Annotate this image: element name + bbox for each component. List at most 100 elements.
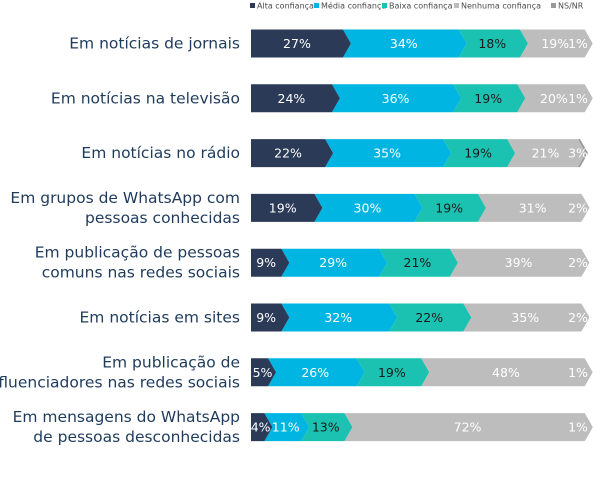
bar-segment: [577, 139, 588, 168]
bar-segment: [389, 303, 472, 332]
bar-segment: [379, 248, 458, 277]
bar-segment: [251, 413, 273, 442]
bar-segment: [463, 303, 590, 332]
data-label: 36%: [382, 91, 410, 106]
data-label: 32%: [324, 310, 352, 325]
bar-segment: [519, 29, 593, 58]
bar-segment: [251, 84, 340, 113]
data-label: 27%: [283, 36, 311, 51]
data-label: 18%: [478, 36, 506, 51]
data-label: 11%: [272, 420, 300, 435]
category-label: Em notícias de jornais: [69, 35, 240, 53]
bar-row: Em notícias de jornais 27% 34% 18% 19%1%: [69, 29, 593, 58]
bar-segment: [453, 84, 526, 113]
legend-label: Baixa confiança: [389, 2, 453, 11]
data-label: 2%: [568, 255, 588, 270]
legend-label: NS/NR: [558, 2, 584, 11]
category-label: pessoas conhecidas: [85, 209, 240, 227]
bar-segment: [314, 193, 423, 222]
data-label: 1%: [568, 420, 588, 435]
bar-row: Em notícias em sites 9% 32% 22% 35% 2%: [80, 303, 590, 332]
legend-swatch: [314, 3, 319, 8]
bar-segment: [251, 248, 290, 277]
data-label: 35%: [373, 146, 401, 161]
data-label: 19%: [474, 91, 502, 106]
data-label: 2%: [568, 310, 588, 325]
data-label: 1%: [568, 36, 588, 51]
data-label: 20%: [540, 91, 568, 106]
data-label: 72%: [454, 420, 482, 435]
bar-segment: [356, 358, 430, 387]
category-label: influenciadores nas redes sociais: [0, 373, 240, 391]
bar-row: Em publicação de pessoas comuns nas redes…: [35, 244, 590, 282]
legend-swatch: [551, 3, 556, 8]
bar-segment: [342, 29, 467, 58]
bar-segment: [251, 193, 323, 222]
bar-segment: [449, 248, 590, 277]
category-label: Em publicação de: [102, 353, 240, 371]
data-label: 30%: [354, 200, 382, 215]
bar-segment: [301, 413, 353, 442]
bar-segment: [443, 139, 516, 168]
bar-segment: [251, 29, 351, 58]
legend-label: Nenhuma confiança: [461, 2, 541, 11]
data-label: 48%: [492, 365, 520, 380]
category-label: Em notícias em sites: [80, 309, 240, 327]
legend-label: Média confiança: [321, 1, 386, 11]
data-label: 9%: [256, 310, 276, 325]
data-label: 2%: [568, 200, 588, 215]
bar-segment: [344, 413, 593, 442]
bar-segment: [251, 139, 334, 168]
data-label: 19%: [464, 146, 492, 161]
legend-swatch: [382, 3, 387, 8]
bar-row: Em mensagens do WhatsApp de pessoas desco…: [13, 408, 593, 446]
data-label: 21%: [404, 255, 432, 270]
data-label: 19%: [435, 200, 463, 215]
data-label: 13%: [312, 420, 340, 435]
bar-row: Em grupos de WhatsApp com pessoas conheci…: [10, 189, 590, 227]
data-label: 39%: [505, 255, 533, 270]
data-label: 5%: [253, 365, 273, 380]
bar-segment: [517, 84, 593, 113]
bar-segment: [414, 193, 486, 222]
bar-row: Em publicação de influenciadores nas rede…: [0, 353, 593, 391]
data-label: 1%: [568, 91, 588, 106]
legend-item: Média confiança: [314, 1, 386, 11]
data-label: 26%: [301, 365, 329, 380]
legend-item: Baixa confiança: [382, 2, 453, 11]
data-label: 19%: [378, 365, 406, 380]
bar-segment: [458, 29, 528, 58]
category-label: Em publicação de pessoas: [35, 244, 240, 262]
bar-segment: [477, 193, 590, 222]
legend-item: NS/NR: [551, 2, 584, 11]
category-label: Em mensagens do WhatsApp: [13, 408, 240, 426]
bars: Em notícias de jornais 27% 34% 18% 19%1%Em n…: [0, 29, 593, 446]
data-label: 3%: [568, 146, 588, 161]
bar-segment: [268, 358, 365, 387]
bar-segment: [507, 139, 586, 168]
data-label: 9%: [256, 255, 276, 270]
data-label: 22%: [274, 146, 302, 161]
bar-segment: [331, 84, 462, 113]
data-label: 21%: [532, 146, 560, 161]
category-label: Em notícias no rádio: [81, 144, 240, 162]
legend-swatch: [250, 3, 255, 8]
data-label: 19%: [541, 36, 569, 51]
legend-label: Alta confiança: [257, 2, 314, 11]
category-label: Em notícias na televisão: [51, 89, 240, 107]
data-label: 4%: [251, 420, 271, 435]
bar-segment: [251, 358, 277, 387]
legend-item: Alta confiança: [250, 2, 314, 11]
bar-segment: [325, 139, 452, 168]
category-label: de pessoas desconhecidas: [33, 428, 240, 446]
bar-segment: [281, 303, 398, 332]
data-label: 29%: [319, 255, 347, 270]
data-label: 1%: [568, 365, 588, 380]
bar-segment: [264, 413, 310, 442]
category-label: Em grupos de WhatsApp com: [10, 189, 240, 207]
data-label: 19%: [269, 200, 297, 215]
bar-segment: [281, 248, 388, 277]
bar-row: Em notícias no rádio 22% 35% 19% 21% 3%: [81, 139, 588, 168]
bar-segment: [251, 303, 290, 332]
